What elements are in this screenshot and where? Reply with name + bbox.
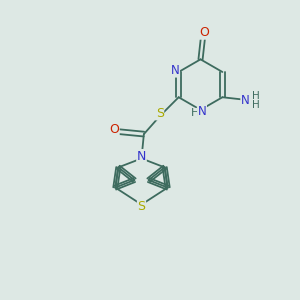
Text: N: N — [241, 94, 250, 107]
Text: N: N — [198, 105, 206, 118]
Text: H: H — [252, 100, 260, 110]
Text: O: O — [109, 123, 119, 136]
Text: H: H — [191, 108, 200, 118]
Text: S: S — [137, 200, 146, 212]
Text: O: O — [200, 26, 209, 39]
Text: S: S — [156, 107, 164, 120]
Text: N: N — [137, 150, 146, 163]
Text: N: N — [171, 64, 179, 77]
Text: H: H — [252, 91, 260, 101]
